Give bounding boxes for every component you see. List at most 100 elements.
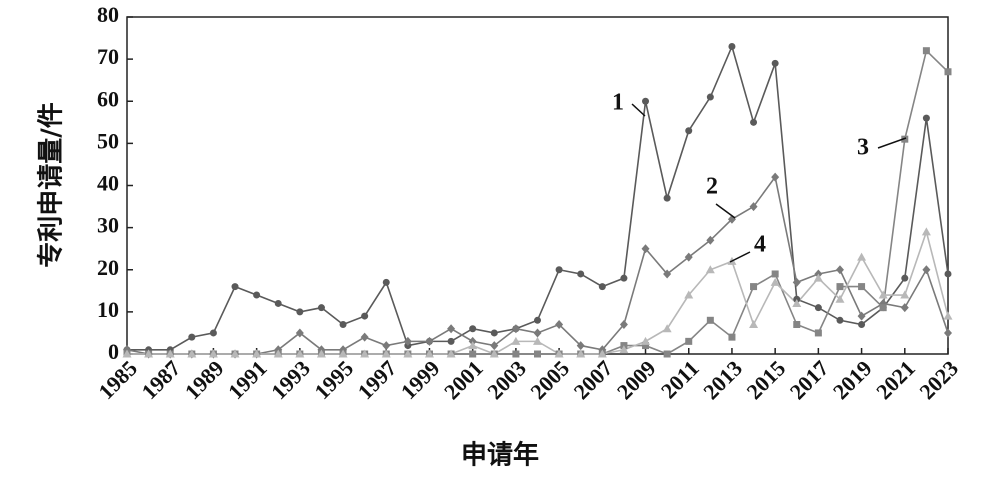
marker — [706, 316, 714, 324]
marker — [555, 320, 564, 330]
marker — [424, 349, 434, 358]
marker — [295, 349, 305, 358]
annotation: 3 — [857, 135, 869, 161]
x-tick-label: 2019 — [828, 355, 877, 404]
y-tick-label: 10 — [97, 297, 119, 322]
marker — [469, 350, 477, 358]
marker — [489, 349, 499, 358]
annotation-leader — [631, 103, 646, 117]
marker — [814, 329, 822, 337]
marker — [944, 68, 952, 76]
x-tick-label: 2017 — [785, 355, 834, 404]
marker — [728, 333, 736, 341]
x-tick-label: 2009 — [612, 355, 661, 404]
marker — [641, 244, 650, 254]
marker — [231, 283, 239, 291]
marker — [533, 328, 542, 338]
marker — [534, 316, 541, 324]
annotation-leader — [715, 203, 736, 219]
marker — [943, 311, 953, 320]
marker — [900, 303, 909, 313]
marker — [944, 270, 952, 278]
marker — [598, 283, 606, 291]
marker — [900, 290, 910, 299]
marker — [469, 325, 477, 333]
marker — [317, 304, 325, 312]
marker — [619, 345, 629, 354]
marker — [642, 342, 650, 350]
annotation: 2 — [706, 174, 718, 200]
x-tick-label: 2005 — [525, 355, 574, 404]
marker — [446, 349, 456, 358]
marker — [361, 312, 369, 320]
marker — [792, 277, 801, 287]
marker — [165, 349, 175, 358]
marker — [511, 324, 520, 334]
marker — [403, 336, 412, 346]
x-tick-label: 1999 — [396, 355, 445, 404]
marker — [770, 277, 780, 286]
x-tick-label: 1995 — [309, 355, 358, 404]
marker — [663, 194, 671, 202]
marker — [750, 283, 758, 291]
marker — [253, 291, 261, 299]
y-tick-label: 60 — [97, 86, 119, 111]
marker — [858, 321, 866, 329]
marker — [295, 328, 304, 338]
marker — [642, 97, 650, 105]
marker — [684, 290, 694, 299]
marker — [490, 329, 498, 337]
marker — [555, 266, 563, 274]
series-line — [127, 44, 949, 351]
marker — [706, 235, 715, 245]
marker — [750, 118, 758, 126]
marker — [144, 349, 154, 358]
x-tick-label: 2003 — [482, 355, 531, 404]
y-axis-label: 专利申请量/件 — [37, 102, 67, 268]
marker — [771, 172, 780, 182]
x-tick-label: 2021 — [871, 355, 920, 404]
marker — [382, 341, 391, 351]
marker — [878, 290, 888, 299]
marker — [447, 337, 455, 345]
marker — [857, 311, 866, 321]
marker — [511, 336, 521, 345]
marker — [554, 349, 564, 358]
marker — [576, 349, 586, 358]
marker — [620, 274, 628, 282]
x-axis-label: 申请年 — [461, 440, 539, 471]
x-tick-label: 1989 — [180, 355, 229, 404]
marker — [338, 349, 348, 358]
x-tick-label: 2007 — [569, 355, 618, 404]
marker — [685, 127, 693, 135]
x-tick-label: 2011 — [656, 355, 704, 403]
marker — [316, 349, 326, 358]
marker — [468, 341, 478, 350]
marker — [879, 304, 887, 312]
marker — [813, 273, 823, 282]
marker — [619, 320, 628, 330]
plot-frame — [126, 16, 949, 355]
y-tick-label: 80 — [97, 2, 119, 27]
marker — [858, 283, 866, 291]
marker — [944, 328, 952, 338]
marker — [793, 321, 801, 329]
marker — [663, 269, 672, 279]
y-tick-label: 30 — [97, 213, 119, 238]
marker — [188, 333, 196, 341]
marker — [728, 42, 736, 50]
marker — [209, 329, 217, 337]
marker — [835, 265, 844, 275]
series-line — [126, 175, 949, 355]
marker — [447, 324, 456, 334]
marker — [921, 227, 931, 236]
marker — [490, 341, 499, 351]
marker — [922, 47, 930, 55]
marker — [425, 336, 434, 346]
marker — [836, 283, 844, 291]
x-tick-label: 1993 — [266, 355, 315, 404]
marker — [577, 270, 585, 278]
marker — [901, 274, 909, 282]
marker — [576, 341, 585, 351]
